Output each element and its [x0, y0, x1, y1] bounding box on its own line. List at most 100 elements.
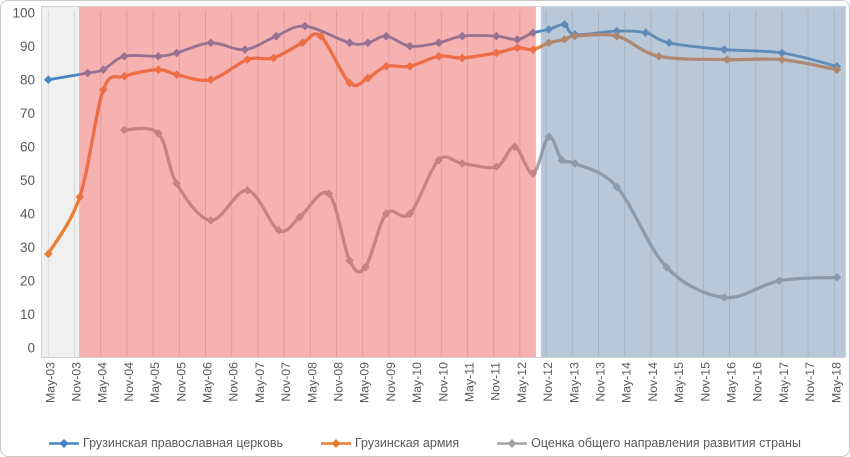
data-point-marker: [528, 28, 538, 38]
data-point-marker: [434, 155, 443, 165]
x-tick-label: May-12: [515, 362, 529, 403]
legend-label-church: Грузинская православная церковь: [83, 436, 283, 450]
legend: Грузинская православная церковь Грузинск…: [1, 431, 849, 455]
y-tick-label: 40: [20, 207, 35, 222]
x-tick-label: Nov-08: [332, 362, 346, 402]
data-point-marker: [119, 125, 129, 135]
x-tick-label: Nov-04: [122, 362, 136, 402]
data-point-marker: [243, 185, 252, 195]
x-tick-label: Nov-16: [751, 362, 765, 402]
data-point-marker: [457, 53, 467, 63]
data-point-marker: [119, 51, 129, 61]
x-tick-label: May-08: [305, 362, 319, 403]
y-tick-label: 70: [20, 106, 35, 121]
x-tick-label: May-18: [829, 362, 843, 403]
data-point-marker: [492, 162, 501, 172]
x-tick-label: May-09: [358, 362, 372, 403]
y-tick-label: 0: [27, 341, 35, 356]
data-point-marker: [457, 159, 467, 168]
data-point-marker: [528, 45, 538, 54]
data-point-marker: [324, 189, 333, 198]
data-point-marker: [83, 68, 92, 78]
y-tick-label: 100: [12, 6, 35, 21]
legend-label-direction: Оценка общего направления развития стран…: [531, 436, 801, 450]
x-tick-label: Nov-06: [227, 362, 241, 402]
data-point-marker: [512, 43, 522, 53]
x-tick-label: May-16: [725, 362, 739, 403]
data-point-marker: [434, 38, 443, 48]
x-tick-label: Nov-10: [436, 362, 450, 402]
x-tick-label: Nov-13: [594, 362, 608, 402]
red-era-overlay: [78, 6, 536, 358]
x-tick-label: Nov-11: [489, 362, 503, 401]
x-tick-label: Nov-14: [646, 362, 660, 402]
data-point-marker: [300, 21, 310, 31]
data-point-marker: [528, 169, 538, 178]
data-point-marker: [243, 55, 252, 64]
legend-label-army: Грузинская армия: [354, 436, 460, 450]
data-point-marker: [510, 142, 519, 151]
data-point-marker: [154, 51, 163, 61]
data-point-marker: [172, 48, 181, 58]
x-tick-label: Nov-07: [279, 362, 293, 402]
data-point-marker: [492, 48, 501, 58]
data-point-marker: [381, 31, 391, 41]
x-tick-label: Nov-05: [174, 362, 188, 402]
data-point-marker: [154, 65, 163, 74]
legend-marker-direction-icon: [497, 438, 528, 448]
data-point-marker: [206, 75, 216, 84]
y-tick-label: 90: [20, 39, 35, 54]
data-point-marker: [119, 72, 129, 81]
y-axis-labels: 0 10 20 30 40 50 60 70 80 90 100: [12, 6, 35, 356]
x-tick-label: May-17: [777, 362, 791, 403]
x-tick-label: Nov-09: [384, 362, 398, 402]
data-point-marker: [363, 38, 373, 48]
data-point-marker: [316, 31, 326, 41]
legend-item-army: Грузинская армия: [320, 436, 460, 450]
y-tick-label: 60: [20, 140, 35, 155]
data-point-marker: [405, 41, 415, 51]
data-point-marker: [434, 51, 443, 61]
legend-item-direction: Оценка общего направления развития стран…: [497, 436, 801, 450]
y-tick-label: 50: [20, 173, 35, 188]
x-tick-label: May-13: [567, 362, 581, 403]
x-tick-label: May-07: [253, 362, 267, 403]
data-point-marker: [361, 263, 370, 272]
data-point-marker: [381, 209, 391, 218]
plot-border: [41, 6, 846, 358]
data-point-marker: [44, 249, 53, 259]
data-point-marker: [345, 38, 354, 48]
x-tick-label: May-05: [148, 362, 162, 403]
data-point-marker: [298, 38, 307, 48]
x-tick-label: May-11: [463, 362, 477, 402]
data-point-marker: [492, 31, 501, 41]
y-tick-label: 30: [20, 240, 35, 255]
data-point-marker: [206, 38, 216, 48]
data-point-marker: [271, 31, 281, 41]
data-point-marker: [172, 70, 181, 79]
data-point-marker: [154, 129, 163, 138]
legend-item-church: Грузинская православная церковь: [49, 436, 283, 450]
data-point-marker: [206, 216, 216, 225]
x-tick-label: Nov-15: [698, 362, 712, 402]
x-tick-label: May-15: [672, 362, 686, 403]
x-tick-label: May-10: [410, 362, 424, 403]
y-tick-label: 20: [20, 274, 35, 289]
x-tick-label: Nov-17: [803, 362, 817, 402]
data-point-marker: [363, 73, 373, 83]
legend-marker-church-icon: [49, 438, 80, 448]
x-tick-label: May-03: [43, 362, 57, 403]
x-tick-label: May-06: [201, 362, 215, 403]
data-point-marker: [240, 45, 250, 54]
legend-marker-army-icon: [320, 438, 351, 448]
x-tick-label: Nov-12: [541, 362, 555, 402]
data-point-marker: [295, 212, 305, 222]
blue-era-overlay: [540, 6, 847, 358]
data-point-marker: [44, 75, 53, 84]
data-point-marker: [75, 192, 85, 202]
x-tick-label: May-14: [620, 362, 634, 403]
data-point-marker: [269, 53, 278, 63]
data-point-marker: [99, 65, 108, 74]
